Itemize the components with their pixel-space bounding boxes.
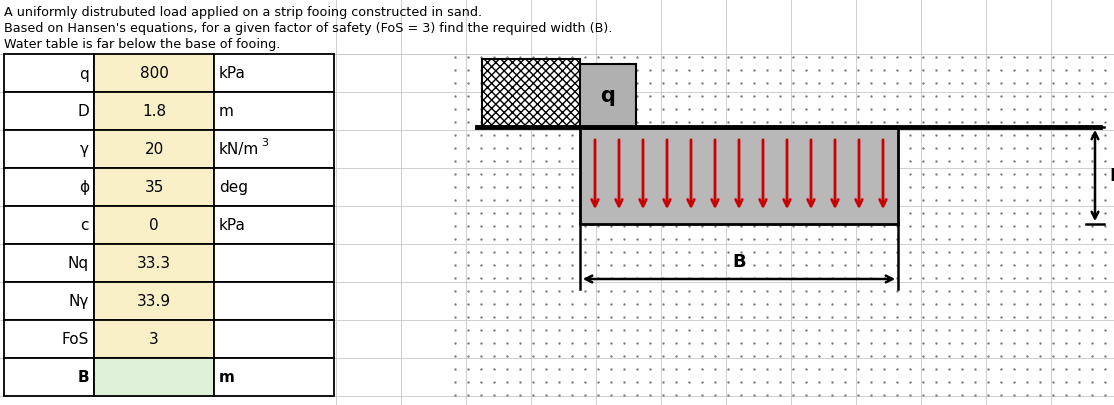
Text: γ: γ (80, 142, 89, 157)
Bar (214, 207, 334, 244)
Bar (214, 168, 334, 207)
Text: Based on Hansen's equations, for a given factor of safety (FoS = 3) find the req: Based on Hansen's equations, for a given… (4, 22, 613, 35)
Text: q: q (600, 86, 615, 106)
Text: D: D (77, 104, 89, 119)
Bar (94, 244, 214, 282)
Text: A uniformly distrubuted load applied on a strip fooing constructed in sand.: A uniformly distrubuted load applied on … (4, 6, 482, 19)
Bar (214, 131, 334, 168)
Text: m: m (219, 370, 235, 385)
Bar (94, 358, 214, 396)
Text: 0: 0 (149, 218, 159, 233)
Bar (4, 93, 94, 131)
Text: deg: deg (219, 180, 248, 195)
Text: c: c (80, 218, 89, 233)
Bar (94, 131, 214, 168)
Text: q: q (79, 66, 89, 81)
Text: Nq: Nq (68, 256, 89, 271)
Bar (580, 65, 636, 128)
Text: kN/m: kN/m (219, 142, 260, 157)
Text: 3: 3 (261, 138, 268, 148)
Bar (4, 320, 94, 358)
Text: 3: 3 (149, 332, 159, 347)
Text: 35: 35 (145, 180, 164, 195)
Bar (94, 320, 214, 358)
Bar (4, 244, 94, 282)
Bar (94, 282, 214, 320)
Bar (4, 207, 94, 244)
Bar (94, 207, 214, 244)
Text: 1.8: 1.8 (141, 104, 166, 119)
Bar (4, 55, 94, 93)
Bar (580, 128, 898, 224)
Text: ϕ: ϕ (79, 180, 89, 195)
Text: Water table is far below the base of fooing.: Water table is far below the base of foo… (4, 38, 281, 51)
Text: D: D (1110, 167, 1114, 185)
Text: B: B (732, 252, 745, 270)
Bar (4, 131, 94, 168)
Text: 33.3: 33.3 (137, 256, 172, 271)
Text: B: B (77, 370, 89, 385)
Bar (214, 93, 334, 131)
Bar (94, 93, 214, 131)
Text: 33.9: 33.9 (137, 294, 172, 309)
Bar (4, 358, 94, 396)
Bar (214, 320, 334, 358)
Text: kPa: kPa (219, 218, 246, 233)
Bar (4, 282, 94, 320)
Bar (214, 55, 334, 93)
Bar (214, 244, 334, 282)
Text: 800: 800 (139, 66, 168, 81)
Text: m: m (219, 104, 234, 119)
Text: FoS: FoS (61, 332, 89, 347)
Text: kPa: kPa (219, 66, 246, 81)
Bar (94, 55, 214, 93)
Bar (482, 60, 580, 128)
Bar (94, 168, 214, 207)
Bar (214, 358, 334, 396)
Text: 20: 20 (145, 142, 164, 157)
Bar (4, 168, 94, 207)
Text: Nγ: Nγ (69, 294, 89, 309)
Bar (214, 282, 334, 320)
